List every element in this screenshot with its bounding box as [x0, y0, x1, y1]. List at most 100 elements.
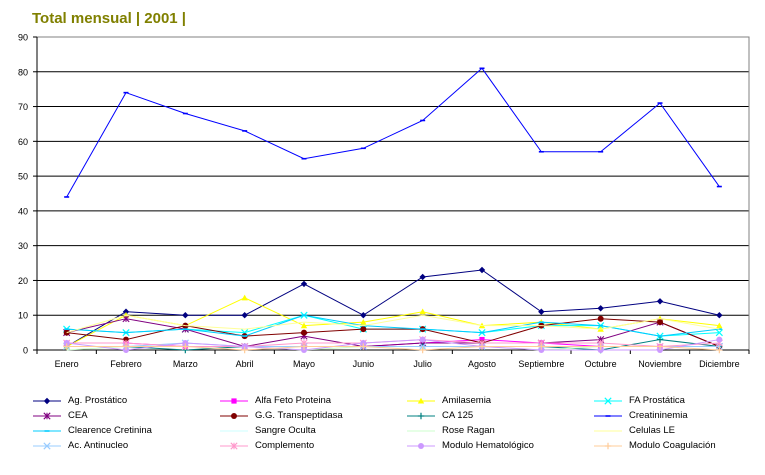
legend-marker	[230, 441, 238, 450]
data-point	[656, 298, 664, 305]
data-point	[300, 322, 308, 329]
series-line	[66, 339, 720, 351]
legend-swatch	[594, 442, 622, 449]
data-point	[419, 273, 426, 281]
series-line	[66, 346, 720, 351]
data-point	[241, 312, 248, 319]
legend-marker	[231, 412, 237, 419]
data-point	[182, 312, 189, 319]
data-point	[182, 343, 189, 350]
legend-marker	[43, 411, 51, 420]
legend-swatch	[594, 396, 622, 405]
legend-marker	[418, 442, 424, 449]
y-tick-label: 80	[18, 67, 28, 77]
data-point	[182, 340, 189, 347]
legend-label: Complemento	[255, 440, 315, 451]
legend-marker	[604, 442, 612, 449]
x-tick-label: Enero	[55, 359, 79, 369]
legend-item: FA Prostática	[593, 393, 685, 408]
legend-marker	[417, 397, 425, 404]
legend-label: CA 125	[442, 410, 474, 421]
legend-item: Rose Ragan	[406, 423, 495, 438]
legend-item: Complemento	[219, 438, 314, 453]
data-point	[657, 347, 663, 353]
legend-label: Amilasemia	[442, 395, 492, 406]
data-point	[63, 343, 70, 350]
data-point	[123, 347, 129, 353]
data-point	[241, 343, 248, 350]
data-point	[597, 305, 604, 312]
legend-item: CEA	[32, 408, 88, 423]
data-point	[360, 326, 367, 333]
chart-title: Total mensual | 2001 |	[32, 10, 187, 27]
legend-marker	[43, 397, 51, 404]
series-group	[63, 266, 723, 350]
data-point	[716, 336, 723, 343]
x-tick-label: Julio	[413, 359, 432, 369]
series-group	[63, 311, 723, 340]
legend-label: Clearence Cretinina	[68, 425, 152, 436]
series-group	[66, 314, 720, 334]
y-tick-label: 60	[18, 137, 28, 147]
legend-item: G.G. Transpeptidasa	[219, 408, 343, 423]
data-point	[716, 346, 723, 354]
legend-label: Ag. Prostático	[68, 395, 128, 406]
legend-item: Sangre Oculta	[219, 423, 316, 438]
legend-swatch	[220, 430, 248, 431]
legend-marker	[417, 412, 425, 419]
data-point	[360, 340, 367, 347]
data-point	[657, 319, 663, 326]
y-tick-label: 70	[18, 102, 28, 112]
series-group	[63, 343, 723, 354]
legend-swatch	[220, 412, 248, 419]
legend-item: Alfa Feto Proteina	[219, 393, 331, 408]
data-point	[597, 343, 604, 350]
data-point	[122, 308, 130, 315]
data-point	[360, 343, 367, 350]
x-tick-label: Abril	[236, 359, 254, 369]
x-tick-label: Noviembre	[638, 359, 682, 369]
y-tick-label: 30	[18, 241, 28, 251]
data-point	[538, 347, 545, 353]
legend-label: CEA	[68, 410, 88, 421]
legend-swatch	[407, 442, 435, 449]
series-group	[64, 336, 722, 350]
legend-label: Ac. Antinucleo	[68, 440, 129, 451]
data-point	[301, 347, 307, 353]
data-point	[241, 346, 248, 354]
legend-swatch	[594, 414, 622, 417]
legend-item: CA 125	[406, 408, 473, 423]
legend-swatch	[33, 441, 61, 450]
y-tick-label: 40	[18, 206, 28, 216]
legend-swatch	[33, 397, 61, 404]
data-point	[715, 342, 723, 351]
data-point	[656, 343, 664, 350]
data-point	[538, 343, 545, 350]
data-point	[419, 308, 426, 315]
y-tick-label: 50	[18, 172, 28, 182]
legend-item: Creatininemia	[593, 408, 688, 423]
x-tick-label: Junio	[353, 359, 375, 369]
data-point	[715, 328, 723, 337]
legend-swatch	[407, 397, 435, 404]
legend-swatch	[220, 397, 248, 404]
legend-marker	[43, 441, 51, 450]
x-tick-label: Agosto	[468, 359, 496, 369]
series-group	[63, 335, 723, 351]
data-point	[360, 318, 367, 325]
series-group	[63, 67, 723, 354]
series-line	[66, 67, 720, 198]
series-group	[63, 336, 723, 353]
legend-item: Ag. Prostático	[32, 393, 127, 408]
legend-marker	[604, 396, 612, 405]
data-point	[301, 329, 307, 336]
data-point	[597, 347, 604, 353]
x-tick-label: Mayo	[293, 359, 315, 369]
data-point	[478, 343, 486, 350]
data-point	[419, 342, 427, 351]
data-point	[241, 294, 248, 301]
x-axis: Enero Febrero Marzo Abril Mayo Junio Julio Agos…	[36, 349, 750, 369]
legend-label: Alfa Feto Proteina	[255, 395, 332, 406]
legend-item: Modulo Coagulación	[593, 438, 716, 453]
x-tick-label: Marzo	[173, 359, 198, 369]
